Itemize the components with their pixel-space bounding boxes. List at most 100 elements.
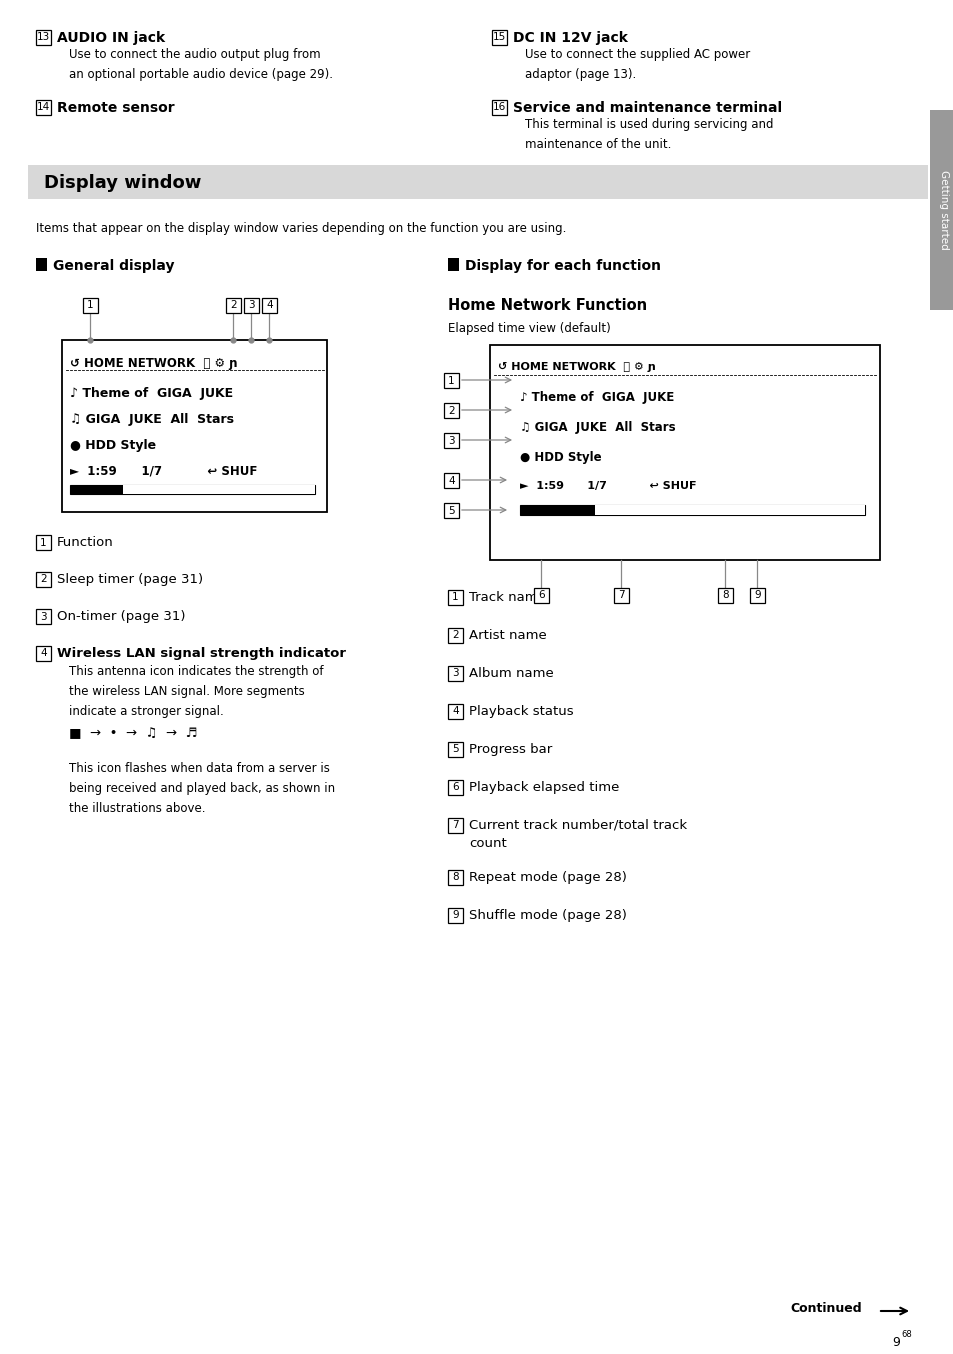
Bar (448, 259, 458, 271)
Bar (36, 100, 51, 115)
Text: This antenna icon indicates the strength of
the wireless LAN signal. More segmen: This antenna icon indicates the strength… (69, 665, 323, 718)
Bar (244, 298, 258, 313)
Bar (492, 30, 506, 45)
Text: ♪ Theme of  GIGA  JUKE: ♪ Theme of GIGA JUKE (70, 387, 233, 399)
Bar (443, 473, 458, 487)
Text: ♫ GIGA  JUKE  All  Stars: ♫ GIGA JUKE All Stars (70, 413, 233, 427)
Text: 7: 7 (618, 590, 624, 601)
Text: Playback elapsed time: Playback elapsed time (469, 781, 618, 793)
Bar (443, 372, 458, 389)
Text: 6: 6 (537, 590, 544, 601)
Bar (448, 590, 462, 605)
Text: 14: 14 (37, 103, 51, 112)
Text: ● HDD Style: ● HDD Style (519, 451, 601, 464)
Text: 5: 5 (448, 505, 455, 516)
Text: ►  1:59      1/7           ↩ SHUF: ► 1:59 1/7 ↩ SHUF (519, 481, 696, 492)
Bar (226, 298, 241, 313)
Bar (36, 535, 51, 550)
Bar (123, 485, 314, 494)
Text: ►  1:59      1/7           ↩ SHUF: ► 1:59 1/7 ↩ SHUF (70, 464, 257, 478)
Text: 9: 9 (754, 590, 760, 601)
Text: 2: 2 (448, 405, 455, 416)
Bar (595, 505, 864, 515)
Text: 6: 6 (452, 783, 458, 792)
Bar (448, 818, 462, 833)
Bar (519, 505, 864, 515)
Bar (749, 588, 764, 603)
Text: 4: 4 (266, 301, 273, 310)
Text: Remote sensor: Remote sensor (57, 102, 174, 115)
Text: 8: 8 (721, 590, 728, 601)
Text: 4: 4 (448, 475, 455, 486)
Text: Shuffle mode (page 28): Shuffle mode (page 28) (469, 909, 626, 922)
Bar (448, 780, 462, 795)
Text: Repeat mode (page 28): Repeat mode (page 28) (469, 871, 626, 884)
Text: Display window: Display window (44, 175, 201, 192)
Text: 3: 3 (448, 436, 455, 445)
Text: Progress bar: Progress bar (469, 743, 552, 756)
Text: 13: 13 (37, 32, 51, 42)
Bar (36, 646, 51, 661)
Bar (83, 298, 98, 313)
Text: 1: 1 (40, 538, 47, 547)
Text: General display: General display (53, 259, 174, 274)
Text: On-timer (page 31): On-timer (page 31) (57, 611, 185, 623)
Text: Album name: Album name (469, 668, 553, 680)
Text: 15: 15 (493, 32, 506, 42)
Bar (490, 345, 879, 561)
Text: 3: 3 (452, 669, 458, 678)
Text: 4: 4 (452, 707, 458, 716)
Bar (443, 502, 458, 519)
Bar (448, 704, 462, 719)
Text: Items that appear on the display window varies depending on the function you are: Items that appear on the display window … (36, 222, 566, 236)
Text: ● HDD Style: ● HDD Style (70, 439, 156, 452)
Text: Use to connect the audio output plug from
an optional portable audio device (pag: Use to connect the audio output plug fro… (69, 47, 333, 81)
Bar (492, 100, 506, 115)
Text: 68: 68 (900, 1330, 911, 1339)
Text: This terminal is used during servicing and
maintenance of the unit.: This terminal is used during servicing a… (524, 118, 773, 152)
Bar (448, 628, 462, 643)
Bar (443, 433, 458, 448)
Bar (448, 909, 462, 923)
Text: Current track number/total track
count: Current track number/total track count (469, 819, 686, 850)
Text: 2: 2 (40, 574, 47, 585)
Text: 3: 3 (248, 301, 254, 310)
Bar (70, 485, 314, 494)
Bar (36, 30, 51, 45)
Text: Function: Function (57, 536, 113, 548)
Text: ♫ GIGA  JUKE  All  Stars: ♫ GIGA JUKE All Stars (519, 421, 675, 435)
Text: Wireless LAN signal strength indicator: Wireless LAN signal strength indicator (57, 647, 346, 659)
Text: Continued: Continued (789, 1303, 861, 1315)
Text: Getting started: Getting started (938, 171, 948, 250)
Text: 5: 5 (452, 745, 458, 754)
Bar (443, 403, 458, 418)
Text: 2: 2 (230, 301, 236, 310)
Text: This icon flashes when data from a server is
being received and played back, as : This icon flashes when data from a serve… (69, 762, 335, 815)
Text: 1: 1 (448, 375, 455, 386)
Text: 4: 4 (40, 649, 47, 658)
Text: 9: 9 (452, 910, 458, 921)
Text: 2: 2 (452, 631, 458, 640)
Text: 7: 7 (452, 821, 458, 830)
Bar (28, 165, 927, 199)
Bar (36, 571, 51, 588)
Text: Service and maintenance terminal: Service and maintenance terminal (513, 102, 781, 115)
Text: Elapsed time view (default): Elapsed time view (default) (448, 322, 610, 334)
Bar (36, 609, 51, 624)
Text: ■  →  •  →  ♫  →  ♬: ■ → • → ♫ → ♬ (69, 727, 197, 741)
Text: 16: 16 (493, 103, 506, 112)
Text: DC IN 12V jack: DC IN 12V jack (513, 31, 627, 45)
Text: 1: 1 (452, 593, 458, 603)
Text: Display for each function: Display for each function (464, 259, 660, 274)
Bar (929, 110, 953, 310)
Text: Home Network Function: Home Network Function (448, 298, 646, 313)
Text: Playback status: Playback status (469, 705, 573, 718)
Bar (448, 666, 462, 681)
Bar (534, 588, 548, 603)
Text: ↺ HOME NETWORK  ⏻ ⚙ ɲ: ↺ HOME NETWORK ⏻ ⚙ ɲ (70, 357, 237, 370)
Text: ↺ HOME NETWORK  ⏻ ⚙ ɲ: ↺ HOME NETWORK ⏻ ⚙ ɲ (497, 362, 655, 372)
Text: ♪ Theme of  GIGA  JUKE: ♪ Theme of GIGA JUKE (519, 391, 674, 403)
Bar (262, 298, 276, 313)
Bar (614, 588, 628, 603)
Bar (448, 871, 462, 886)
